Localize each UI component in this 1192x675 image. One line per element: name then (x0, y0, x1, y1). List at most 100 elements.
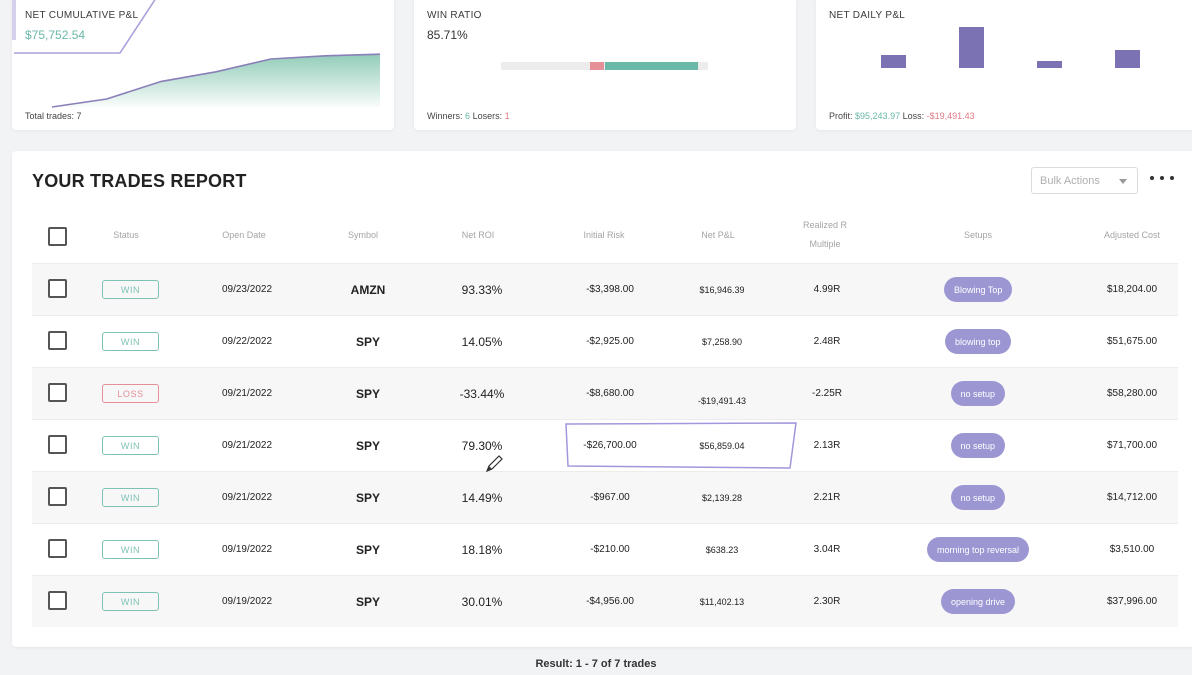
daily-bar (959, 27, 984, 68)
card-accent (12, 0, 16, 40)
status-badge: LOSS (102, 384, 159, 403)
open-date: 09/23/2022 (221, 284, 273, 295)
table-row[interactable]: WIN 09/21/2022 SPY 14.49% -$967.00 $2,139.28 2… (32, 471, 1178, 523)
setup-tag[interactable]: blowing top (945, 329, 1011, 354)
row-checkbox[interactable] (48, 487, 67, 506)
net-pnl: $638.23 (705, 545, 739, 555)
kpi-value: 85.71% (427, 28, 468, 42)
losers-label: Losers: (472, 111, 503, 121)
kpi-label: NET DAILY P&L (829, 10, 906, 21)
loss-value: -$19,491.43 (926, 111, 975, 121)
symbol[interactable]: SPY (355, 491, 380, 505)
open-date: 09/21/2022 (221, 440, 273, 451)
kpi-card-win-ratio: WIN RATIO 85.71% Winners: 6 Losers: 1 (414, 0, 796, 130)
net-roi: 30.01% (461, 595, 503, 609)
losers-count: 1 (504, 111, 510, 121)
initial-risk: -$4,956.00 (586, 596, 634, 607)
adjusted-cost: $3,510.00 (1109, 544, 1155, 555)
row-checkbox[interactable] (48, 539, 67, 558)
realized-r-multiple: 3.04R (813, 544, 841, 555)
more-dots-icon[interactable] (1150, 168, 1174, 188)
row-checkbox[interactable] (48, 435, 67, 454)
realized-r-multiple: 2.30R (813, 596, 841, 607)
bulk-actions-dropdown[interactable]: Bulk Actions (1031, 167, 1138, 194)
col-adjusted-cost[interactable]: Adjusted Cost (1103, 230, 1161, 240)
status-badge: WIN (102, 540, 159, 559)
table-row[interactable]: WIN 09/19/2022 SPY 18.18% -$210.00 $638.23 3.0… (32, 523, 1178, 575)
table-row[interactable]: LOSS 09/21/2022 SPY -33.44% -$8,680.00 -$19,4… (32, 367, 1178, 419)
col-symbol[interactable]: Symbol (347, 230, 378, 240)
table-row[interactable]: WIN 09/19/2022 SPY 30.01% -$4,956.00 $11,402.… (32, 575, 1178, 627)
net-pnl: $7,258.90 (701, 337, 743, 347)
adjusted-cost: $37,996.00 (1106, 596, 1158, 607)
adjusted-cost: $18,204.00 (1106, 284, 1158, 295)
open-date: 09/19/2022 (221, 544, 273, 555)
net-pnl: $16,946.39 (699, 285, 745, 295)
col-initial-risk[interactable]: Initial Risk (583, 230, 625, 240)
kpi-card-net-daily-pnl: NET DAILY P&L Profit: $95,243.97 Loss: -… (816, 0, 1192, 130)
loss-segment (590, 62, 605, 70)
table-row[interactable]: WIN 09/22/2022 SPY 14.05% -$2,925.00 $7,258.9… (32, 315, 1178, 367)
col-status[interactable]: Status (113, 230, 139, 240)
setup-tag[interactable]: opening drive (941, 589, 1016, 614)
adjusted-cost: $71,700.00 (1106, 440, 1158, 451)
col-setups[interactable]: Setups (963, 230, 993, 240)
adjusted-cost: $14,712.00 (1106, 492, 1158, 503)
col-net-pnl[interactable]: Net P&L (701, 230, 735, 240)
row-checkbox[interactable] (48, 331, 67, 350)
pagination-result: Result: 1 - 7 of 7 trades (535, 658, 657, 670)
row-checkbox[interactable] (48, 591, 67, 610)
caret-down-icon (1119, 179, 1127, 184)
realized-r-multiple: 2.13R (813, 440, 841, 451)
net-pnl: $56,859.04 (699, 441, 745, 451)
daily-bar (1037, 61, 1062, 68)
initial-risk: -$3,398.00 (586, 284, 634, 295)
row-checkbox[interactable] (48, 383, 67, 402)
setup-tag[interactable]: no setup (950, 433, 1006, 458)
initial-risk: -$967.00 (590, 492, 630, 503)
symbol[interactable]: SPY (355, 335, 380, 349)
bulk-actions-label: Bulk Actions (1040, 174, 1100, 187)
setup-tag[interactable]: no setup (950, 485, 1006, 510)
report-title: YOUR TRADES REPORT (32, 171, 247, 191)
symbol[interactable]: SPY (355, 595, 380, 609)
adjusted-cost: $58,280.00 (1106, 388, 1158, 399)
net-pnl: -$19,491.43 (697, 396, 747, 406)
open-date: 09/19/2022 (221, 596, 273, 607)
realized-r-multiple: 2.48R (813, 336, 841, 347)
select-all-checkbox[interactable] (48, 227, 67, 246)
net-roi: 18.18% (461, 543, 503, 557)
symbol[interactable]: SPY (355, 387, 380, 401)
status-badge: WIN (102, 436, 159, 455)
daily-bar (881, 55, 906, 68)
col-net-roi[interactable]: Net ROI (461, 230, 495, 240)
profit-loss: Profit: $95,243.97 Loss: -$19,491.43 (829, 111, 975, 121)
setup-tag[interactable]: no setup (950, 381, 1006, 406)
symbol[interactable]: AMZN (350, 283, 386, 297)
status-badge: WIN (102, 332, 159, 351)
col-realized-r-line2: Multiple (809, 239, 841, 249)
winners-losers: Winners: 6 Losers: 1 (427, 111, 510, 121)
table-row[interactable]: WIN 09/21/2022 SPY 79.30% -$26,700.00 $56,859… (32, 419, 1178, 471)
net-pnl: $11,402.13 (699, 597, 745, 607)
kpi-card-cumulative-pnl: NET CUMULATIVE P&L $75,752.54 Total trad… (12, 0, 394, 130)
total-trades: Total trades: 7 (25, 111, 82, 121)
col-realized-r[interactable]: Realized R Multiple (790, 216, 860, 254)
selection-stroke (14, 0, 156, 54)
status-badge: WIN (102, 280, 159, 299)
realized-r-multiple: 2.21R (813, 492, 841, 503)
net-roi: -33.44% (459, 387, 505, 401)
symbol[interactable]: SPY (355, 439, 380, 453)
kpi-value: $75,752.54 (25, 28, 86, 42)
open-date: 09/21/2022 (221, 492, 273, 503)
setup-tag[interactable]: morning top reversal (927, 537, 1030, 562)
row-checkbox[interactable] (48, 279, 67, 298)
col-open-date[interactable]: Open Date (222, 230, 266, 240)
table-row[interactable]: WIN 09/23/2022 AMZN 93.33% -$3,398.00 $16,946… (32, 263, 1178, 315)
col-realized-r-line1: Realized R (802, 220, 848, 230)
kpi-label: WIN RATIO (427, 10, 482, 21)
setup-tag[interactable]: Blowing Top (944, 277, 1013, 302)
profit-label: Profit: (829, 111, 853, 121)
symbol[interactable]: SPY (355, 543, 380, 557)
net-roi: 14.05% (461, 335, 503, 349)
